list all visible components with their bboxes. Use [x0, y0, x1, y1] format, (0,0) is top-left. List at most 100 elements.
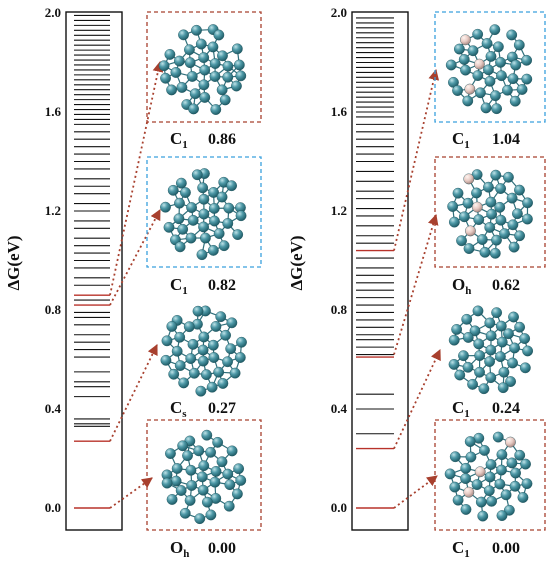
left-structure-1-atom	[231, 43, 243, 55]
right-structure-2-symmetry: O	[452, 275, 465, 294]
right-structure-2: Oh 0.62	[434, 156, 546, 297]
left-structure-1-atom	[178, 29, 189, 41]
left-structure-4-atom	[201, 496, 213, 508]
left-structure-4-atom	[182, 450, 193, 462]
left-structure-2-atom	[191, 169, 203, 181]
left-structure-1-atom	[164, 49, 176, 60]
left-structure-1-atom	[210, 104, 222, 115]
right-structure-1-atom	[452, 85, 463, 96]
right-structure-2-box	[434, 156, 546, 268]
right-structure-3-atom	[458, 350, 469, 362]
right-structure-2-atom	[503, 171, 514, 183]
right-structure-3-atom	[472, 305, 484, 317]
left-structure-1-caption: C1	[170, 129, 188, 151]
left-structure-1-atom	[184, 44, 195, 56]
left-structure-3-atom	[236, 336, 247, 348]
left-structure-1-atom	[189, 88, 201, 100]
right-structure-2-atom	[456, 235, 467, 247]
left-structure-3-atom	[187, 338, 199, 350]
left-structure-4-atom	[194, 513, 206, 525]
right-structure-1-atom	[495, 56, 506, 68]
left-structure-1-box	[146, 11, 262, 123]
right-structure-4-atom	[460, 473, 472, 484]
right-tick-label-4: 1.6	[331, 104, 348, 119]
right-structure-4-atom	[514, 449, 526, 461]
left-structure-1-atom	[217, 50, 228, 62]
left-structure-3-atom	[222, 356, 233, 368]
right-structure-3-atom	[496, 336, 508, 348]
right-structure-2-atom	[494, 201, 506, 213]
right-structure-3: C1 0.24	[448, 305, 534, 420]
left-structure-2-atom	[222, 218, 234, 229]
left-structure-2-atom	[174, 241, 186, 253]
left-tick-label-4: 1.6	[45, 104, 62, 119]
left-structure-3-atom	[234, 352, 246, 363]
left-structure-2-atom	[198, 221, 209, 233]
left-structure-2-atom	[185, 232, 197, 244]
left-structure-2-atom	[163, 221, 175, 233]
right-structure-2-cluster	[447, 169, 533, 259]
right-structure-1-atom	[453, 43, 465, 55]
left-structure-3-atom	[195, 385, 207, 397]
right-structure-1-atom	[507, 73, 519, 85]
left-structure-2-atom	[186, 202, 197, 213]
right-structure-4-atom	[520, 458, 531, 470]
left-structure-2: C1 0.82	[146, 156, 262, 297]
left-structure-4-atom	[235, 474, 247, 486]
right-structure-2-atom	[462, 197, 474, 209]
right-structure-1-atom	[521, 73, 533, 85]
right-structure-1-cluster	[445, 24, 533, 115]
right-structure-4-atom	[484, 471, 496, 483]
right-structure-4-atom	[477, 510, 489, 522]
right-structure-1-caption: C1	[452, 129, 470, 151]
left-structure-4-atom	[205, 446, 217, 458]
right-structure-4-atom	[471, 479, 483, 490]
left-structure-1-atom	[222, 60, 234, 72]
right-structure-1-atom	[490, 90, 501, 102]
left-structure-3-value: 0.27	[208, 400, 236, 417]
left-structure-2-atom	[167, 184, 179, 196]
left-structure-1-atom	[166, 84, 177, 96]
right-structure-1-atom	[492, 41, 504, 53]
right-structure-4-atom	[449, 451, 461, 463]
right-structure-1-atom	[513, 39, 525, 51]
left-structure-3-arrow	[109, 344, 158, 442]
left-structure-1-atom	[195, 38, 207, 50]
left-structure-2-atom	[197, 182, 209, 194]
left-structure-1-atom	[213, 29, 225, 41]
left-structure-4-cluster	[161, 429, 247, 525]
right-structure-2-atom	[447, 201, 459, 212]
right-structure-2-subscript: h	[465, 285, 471, 297]
right-structure-3-atom	[478, 383, 490, 395]
right-structure-2-atom	[486, 208, 498, 220]
left-structure-2-atom	[213, 228, 225, 239]
left-structure-3-atom	[208, 352, 220, 363]
right-structure-3-atoms	[448, 305, 534, 395]
right-structure-3-atom	[469, 325, 481, 337]
right-tick-label-3: 1.2	[331, 203, 347, 218]
left-structure-2-atom	[207, 244, 219, 256]
right-panel: ΔG(eV) 0.0 0.4 0.8 1.2 1.6 2.0 C1 1.04 O…	[287, 5, 546, 560]
right-structure-1-atom	[473, 58, 485, 70]
left-structure-2-atom	[177, 223, 189, 235]
left-structure-2-atom	[200, 232, 211, 244]
right-structure-4-atom	[474, 466, 486, 478]
left-structure-1-atom	[216, 84, 228, 96]
left-structure-4-caption: Oh	[170, 538, 189, 560]
right-structure-2-atom	[495, 183, 506, 194]
left-structure-1-atom	[158, 60, 170, 72]
right-structure-3-atom	[474, 350, 486, 362]
right-structure-3-atom	[462, 332, 474, 343]
right-structure-2-atom	[507, 219, 519, 231]
right-level-frame	[351, 11, 409, 531]
right-structure-3-atom	[451, 324, 463, 335]
right-structure-2-atom	[506, 192, 518, 204]
left-structure-3-atom	[220, 329, 231, 341]
left-structure-2-atom	[226, 180, 237, 192]
right-structure-4-atom	[494, 478, 506, 490]
right-tick-label-0: 0.0	[331, 500, 347, 515]
right-structure-4-atom	[505, 436, 516, 448]
right-structure-3-cluster	[448, 305, 534, 395]
left-structure-1-atom	[222, 71, 234, 83]
right-structure-1-symmetry: C	[452, 129, 464, 148]
